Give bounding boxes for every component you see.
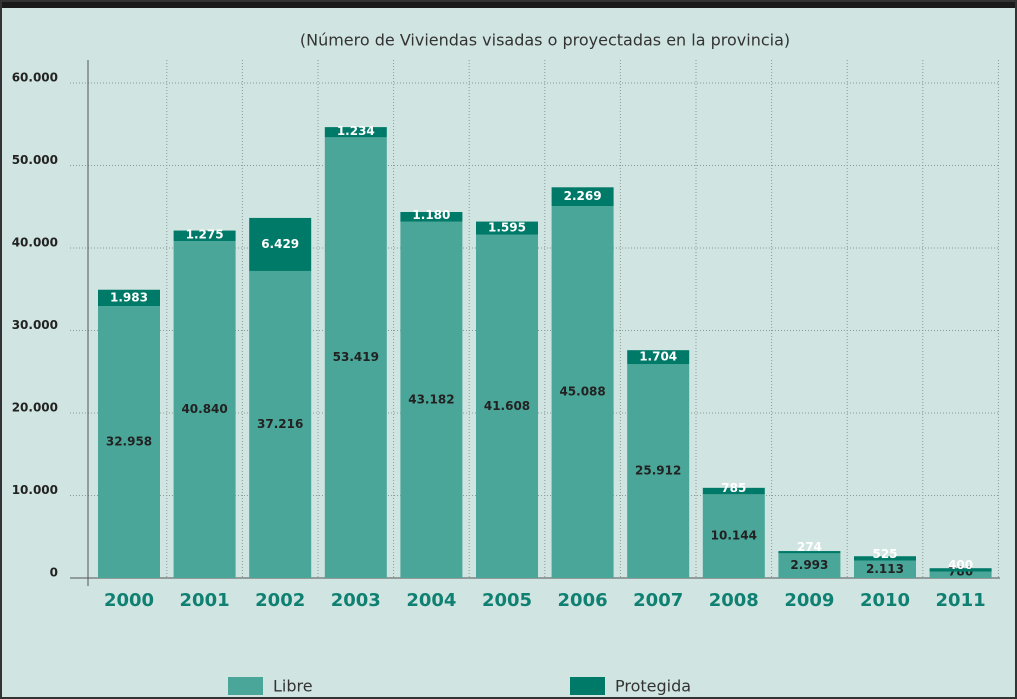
y-tick-label: 10.000	[12, 483, 58, 497]
y-tick-label: 40.000	[12, 236, 58, 250]
bar-segment	[98, 289, 160, 307]
y-tick-label: 50.000	[12, 153, 58, 167]
value-label: 43.182	[408, 392, 454, 406]
x-tick-label: 2005	[482, 590, 532, 611]
value-label: 25.912	[635, 464, 681, 478]
value-label: 2.113	[866, 562, 904, 576]
value-label: 1.234	[337, 124, 375, 138]
x-tick-label: 2003	[331, 590, 381, 611]
bar-segment	[400, 221, 463, 578]
bar-segment	[173, 241, 236, 578]
value-label: 2.269	[564, 189, 602, 203]
value-label: 1.704	[639, 350, 677, 364]
value-label: 41.608	[484, 399, 530, 413]
x-tick-label: 2011	[936, 590, 986, 611]
value-label: 10.144	[711, 529, 757, 543]
y-tick-label: 0	[50, 566, 58, 580]
bar-segment	[476, 221, 538, 235]
value-label: 1.983	[110, 290, 148, 304]
bar-segment	[173, 230, 236, 242]
bar-segment	[324, 127, 387, 138]
bar-segment	[929, 571, 992, 578]
value-label: 1.275	[186, 228, 224, 242]
legend-label: Libre	[273, 677, 313, 696]
bar-segment	[929, 568, 992, 572]
value-label: 45.088	[559, 385, 605, 399]
y-tick-label: 60.000	[12, 71, 58, 85]
x-tick-label: 2006	[558, 590, 608, 611]
value-label: 525	[872, 547, 897, 561]
bar-segment	[854, 556, 916, 561]
bar-segment	[551, 187, 614, 207]
bar-segment	[702, 487, 765, 495]
bar-segment	[778, 551, 841, 554]
value-label: 6.429	[261, 237, 299, 251]
x-tick-label: 2000	[104, 590, 154, 611]
x-tick-label: 2008	[709, 590, 759, 611]
bar-segment	[476, 234, 538, 578]
value-label: 785	[721, 481, 746, 495]
bar-segment	[702, 494, 765, 578]
chart-subtitle: (Número de Viviendas visadas o proyectad…	[300, 31, 790, 50]
top-strip	[0, 0, 1017, 8]
y-tick-label: 30.000	[12, 318, 58, 332]
x-tick-label: 2002	[255, 590, 305, 611]
legend-swatch	[228, 677, 263, 695]
legend-label: Protegida	[615, 677, 691, 696]
x-tick-label: 2004	[406, 590, 456, 611]
value-label: 32.958	[106, 435, 152, 449]
value-label: 274	[797, 540, 822, 554]
bar-segment	[627, 364, 690, 578]
x-tick-label: 2009	[784, 590, 834, 611]
x-tick-label: 2007	[633, 590, 683, 611]
bar-segment	[249, 217, 312, 271]
bar-segment	[551, 206, 614, 579]
value-label: 1.180	[412, 208, 450, 222]
bar-segment	[98, 306, 160, 578]
x-tick-label: 2010	[860, 590, 910, 611]
bar-segment	[324, 137, 387, 578]
bar-segment	[627, 350, 690, 365]
y-tick-label: 20.000	[12, 401, 58, 415]
bar-segment	[400, 212, 463, 222]
legend-swatch	[570, 677, 605, 695]
value-label: 1.595	[488, 221, 526, 235]
value-label: 400	[948, 558, 973, 572]
x-tick-label: 2001	[180, 590, 230, 611]
value-label: 53.419	[333, 350, 379, 364]
value-label: 2.993	[790, 558, 828, 572]
bar-segment	[854, 560, 916, 578]
value-label: 40.840	[181, 402, 227, 416]
value-label: 37.216	[257, 417, 303, 431]
bar-segment	[249, 270, 312, 578]
bar-segment	[778, 553, 841, 578]
